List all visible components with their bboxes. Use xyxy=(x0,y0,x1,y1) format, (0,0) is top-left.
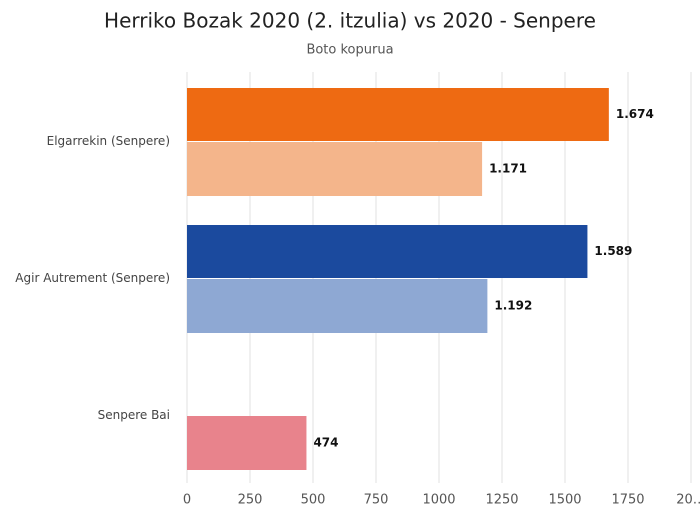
bar xyxy=(187,279,488,333)
y-tick-label: Agir Autrement (Senpere) xyxy=(15,271,170,285)
chart-subtitle: Boto kopurua xyxy=(306,43,393,58)
x-tick-label: 0 xyxy=(183,493,191,508)
bar xyxy=(187,88,609,141)
x-tick-label: 1250 xyxy=(485,493,518,508)
x-tick-label: 20… xyxy=(676,493,700,508)
value-label: 474 xyxy=(313,436,338,450)
x-tick-label: 750 xyxy=(364,493,389,508)
chart-title: Herriko Bozak 2020 (2. itzulia) vs 2020 … xyxy=(104,9,596,33)
x-tick-label: 1500 xyxy=(548,493,581,508)
bar xyxy=(187,225,588,278)
value-label: 1.589 xyxy=(594,244,632,258)
y-tick-label: Elgarrekin (Senpere) xyxy=(47,134,170,148)
value-label: 1.192 xyxy=(494,299,532,313)
x-tick-label: 250 xyxy=(238,493,263,508)
x-tick-label: 500 xyxy=(301,493,326,508)
bar xyxy=(187,416,307,470)
value-label: 1.171 xyxy=(489,162,527,176)
x-tick-label: 1750 xyxy=(611,493,644,508)
value-label: 1.674 xyxy=(616,107,654,121)
bar xyxy=(187,142,483,196)
x-tick-label: 1000 xyxy=(422,493,455,508)
y-tick-label: Senpere Bai xyxy=(98,408,170,422)
